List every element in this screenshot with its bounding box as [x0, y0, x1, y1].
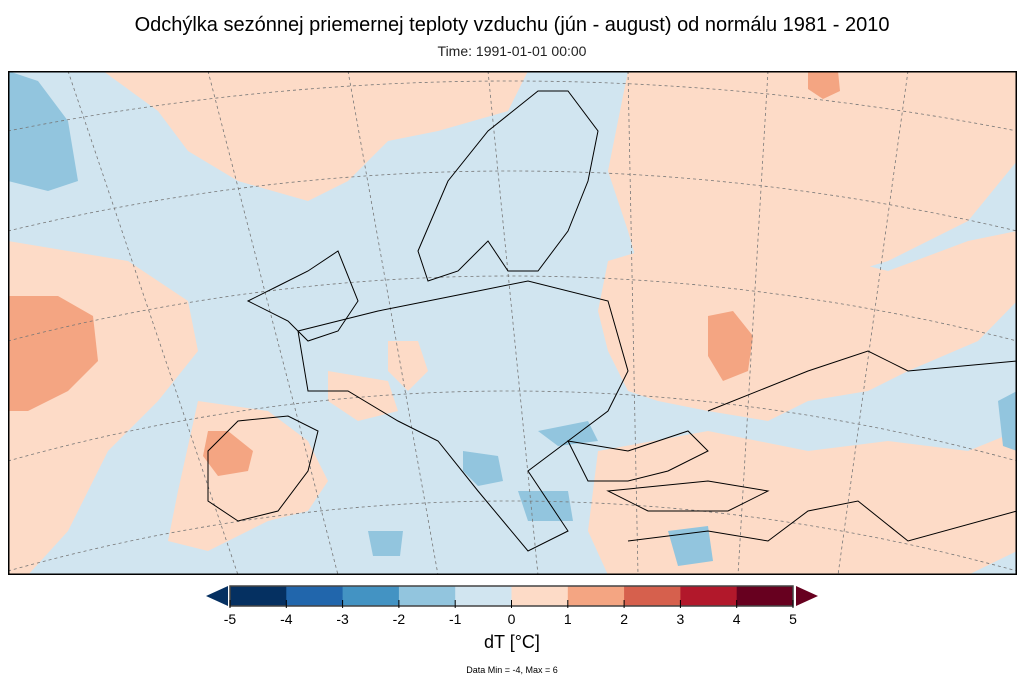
- map-title: Odchýlka sezónnej priemernej teploty vzd…: [134, 14, 890, 36]
- colorbar-swatch: [511, 586, 569, 606]
- coastlines-borders: [207, 90, 1017, 552]
- graticule: [8, 71, 1017, 575]
- colorbar-swatch: [398, 586, 456, 606]
- colorbar-tick-label: 1: [564, 611, 572, 627]
- data-stats: Data Min = -4, Max = 6: [466, 665, 558, 675]
- temperature-anomaly-map: [8, 71, 1017, 575]
- moderate-warm-anomaly-regions: [8, 71, 840, 476]
- colorbar-tick-label: -2: [393, 611, 406, 627]
- colorbar-swatch: [342, 586, 400, 606]
- colorbar-swatch: [286, 586, 344, 606]
- colorbar-extend-high: [796, 586, 818, 606]
- map-time: Time: 1991-01-01 00:00: [437, 43, 587, 59]
- colorbar-tick-label: -1: [449, 611, 462, 627]
- colorbar-swatch: [567, 586, 625, 606]
- colorbar-tick-label: 5: [789, 611, 797, 627]
- colorbar-tick-label: -5: [224, 611, 237, 627]
- colorbar-tick-label: 2: [620, 611, 628, 627]
- colorbar-tick-label: 0: [508, 611, 516, 627]
- colorbar: -5 -4 -3 -2 -1 0 1 2 3 4 5: [206, 585, 818, 627]
- colorbar-tick-label: 4: [733, 611, 741, 627]
- colorbar-swatch: [680, 586, 738, 606]
- colorbar-swatch: [230, 586, 287, 606]
- colorbar-swatch: [455, 586, 512, 606]
- colorbar-tick-label: 3: [677, 611, 685, 627]
- colorbar-tick-label: -4: [280, 611, 293, 627]
- colorbar-swatch: [736, 586, 794, 606]
- cool-anomaly-regions: [8, 71, 1017, 566]
- colorbar-swatch: [624, 586, 681, 606]
- map-frame: [8, 71, 1017, 575]
- colorbar-extend-low: [206, 586, 228, 606]
- colorbar-label: dT [°C]: [484, 632, 540, 652]
- colorbar-tick-label: -3: [336, 611, 349, 627]
